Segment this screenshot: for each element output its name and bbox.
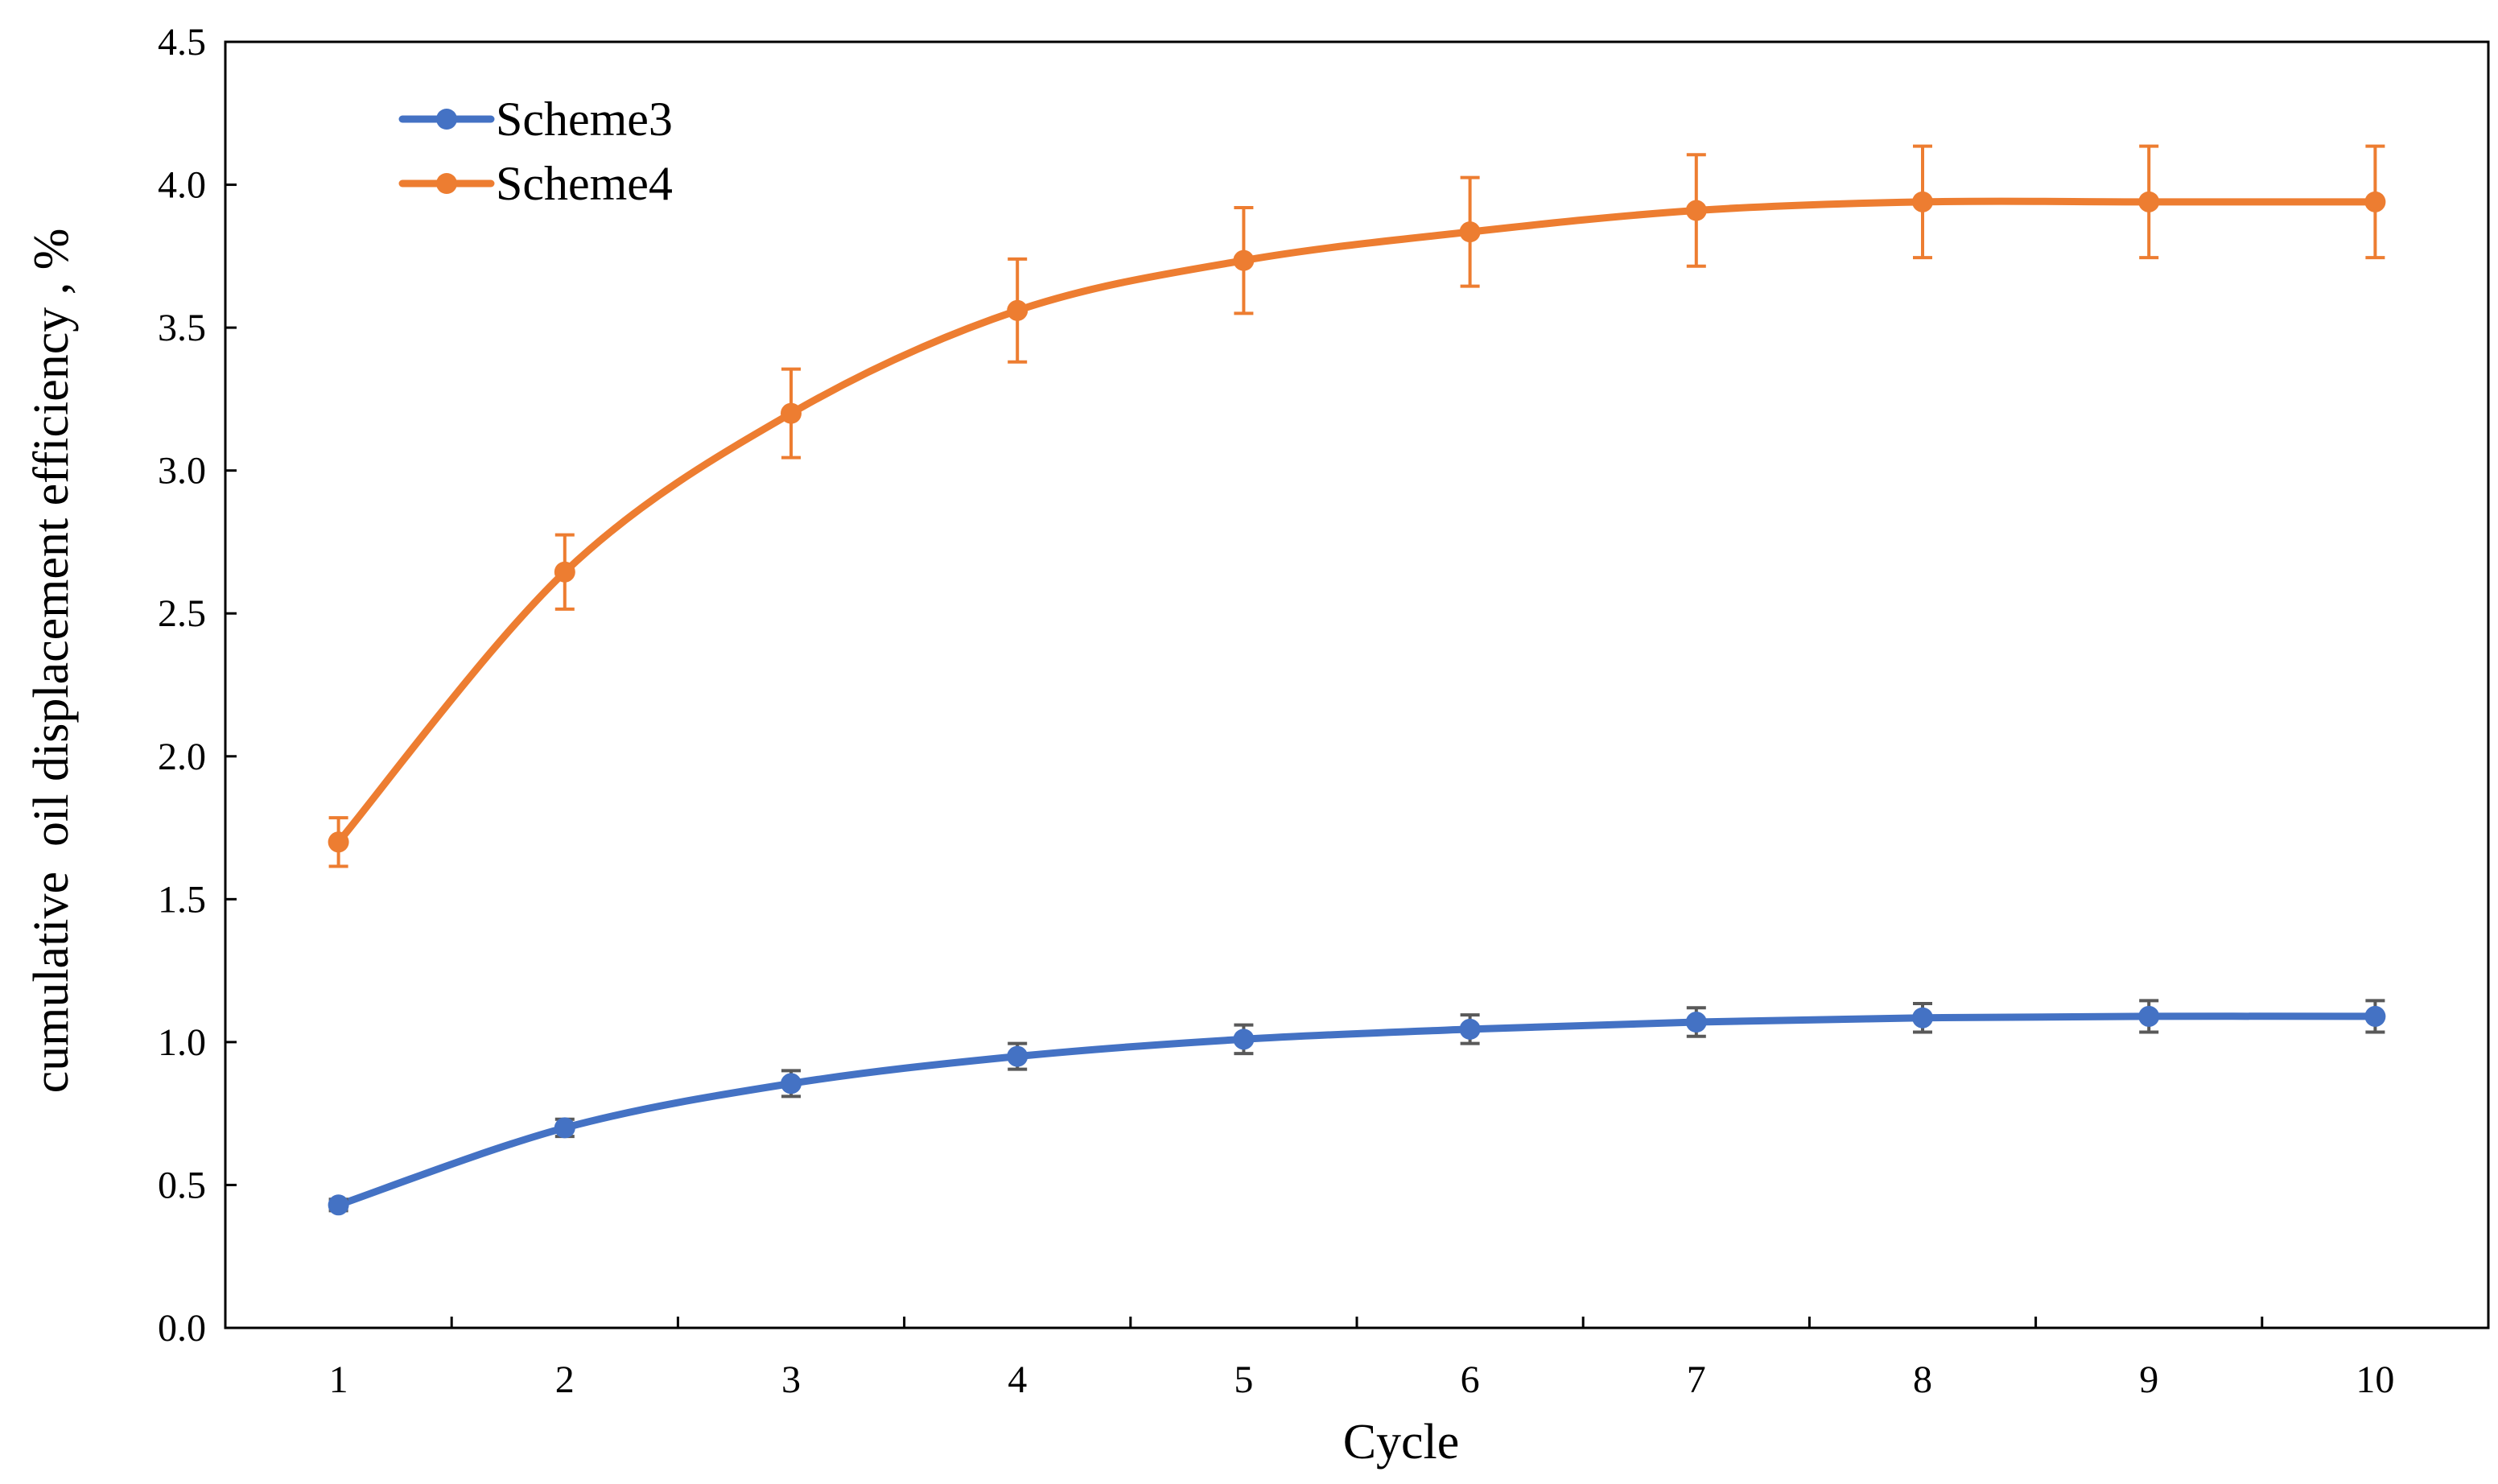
y-tick-label: 4.5 bbox=[158, 21, 206, 64]
data-point-scheme4[interactable] bbox=[1459, 221, 1481, 243]
x-tick-label: 5 bbox=[1234, 1358, 1253, 1401]
legend-item-scheme3[interactable]: Scheme3 bbox=[398, 93, 673, 146]
y-tick-label: 1.5 bbox=[158, 878, 206, 921]
x-tick-label: 4 bbox=[1008, 1358, 1027, 1401]
data-point-scheme4[interactable] bbox=[2364, 191, 2386, 212]
data-point-scheme4[interactable] bbox=[554, 561, 575, 583]
x-tick-label: 10 bbox=[2356, 1358, 2394, 1401]
series-scheme4 bbox=[328, 144, 2386, 868]
data-point-scheme4[interactable] bbox=[1912, 191, 1933, 212]
data-point-scheme4[interactable] bbox=[328, 831, 349, 853]
data-point-scheme3[interactable] bbox=[1007, 1045, 1028, 1067]
data-point-scheme3[interactable] bbox=[781, 1073, 802, 1094]
series-group bbox=[328, 144, 2386, 1216]
y-tick-label: 4.0 bbox=[158, 164, 206, 207]
data-point-scheme3[interactable] bbox=[554, 1117, 575, 1139]
x-tick-label: 1 bbox=[329, 1358, 348, 1401]
data-point-scheme4[interactable] bbox=[1007, 299, 1028, 321]
legend-swatch-marker-scheme4 bbox=[436, 173, 457, 194]
x-tick-label: 8 bbox=[1913, 1358, 1932, 1401]
legend-item-scheme4[interactable]: Scheme4 bbox=[398, 157, 673, 210]
x-axis-title: Cycle bbox=[1343, 1415, 1460, 1470]
x-tick-label: 9 bbox=[2139, 1358, 2158, 1401]
data-point-scheme3[interactable] bbox=[1685, 1012, 1707, 1033]
series-line-scheme3[interactable] bbox=[335, 1012, 2379, 1209]
legend-label-scheme4: Scheme4 bbox=[496, 157, 673, 210]
y-tick-label: 0.5 bbox=[158, 1164, 206, 1206]
series-scheme3 bbox=[328, 999, 2386, 1216]
data-point-scheme3[interactable] bbox=[2364, 1005, 2386, 1027]
data-point-scheme3[interactable] bbox=[2138, 1005, 2160, 1027]
data-point-scheme3[interactable] bbox=[1459, 1018, 1481, 1040]
y-tick-label: 1.0 bbox=[158, 1021, 206, 1064]
y-axis-title: cumulative oil displacement efficiency ,… bbox=[24, 229, 79, 1094]
x-tick-label: 6 bbox=[1461, 1358, 1480, 1401]
legend-swatch-marker-scheme3 bbox=[436, 109, 457, 130]
y-tick-label: 3.5 bbox=[158, 307, 206, 349]
y-tick-label: 2.0 bbox=[158, 736, 206, 778]
data-point-scheme4[interactable] bbox=[1685, 200, 1707, 221]
axes: 0.0 0.5 1.0 1.5 2.0 2.5 3.0 3.5 4.0 4.5 1 2 3 4 5 6 7 8 9 1… bbox=[158, 21, 2490, 1401]
data-point-scheme4[interactable] bbox=[1233, 249, 1255, 271]
x-tick-label: 7 bbox=[1687, 1358, 1706, 1401]
x-tick-label: 3 bbox=[781, 1358, 801, 1401]
data-point-scheme4[interactable] bbox=[781, 402, 802, 424]
legend: Scheme3 Scheme4 bbox=[398, 93, 673, 210]
data-point-scheme3[interactable] bbox=[1233, 1028, 1255, 1050]
x-tick-label: 2 bbox=[555, 1358, 575, 1401]
data-point-scheme3[interactable] bbox=[328, 1194, 349, 1216]
legend-label-scheme3: Scheme3 bbox=[496, 93, 673, 146]
y-tick-label: 0.0 bbox=[158, 1307, 206, 1350]
y-tick-label: 2.5 bbox=[158, 592, 206, 635]
series-line-scheme4[interactable] bbox=[335, 197, 2379, 846]
data-point-scheme4[interactable] bbox=[2138, 191, 2160, 212]
data-point-scheme3[interactable] bbox=[1912, 1007, 1933, 1028]
y-tick-label: 3.0 bbox=[158, 450, 206, 493]
